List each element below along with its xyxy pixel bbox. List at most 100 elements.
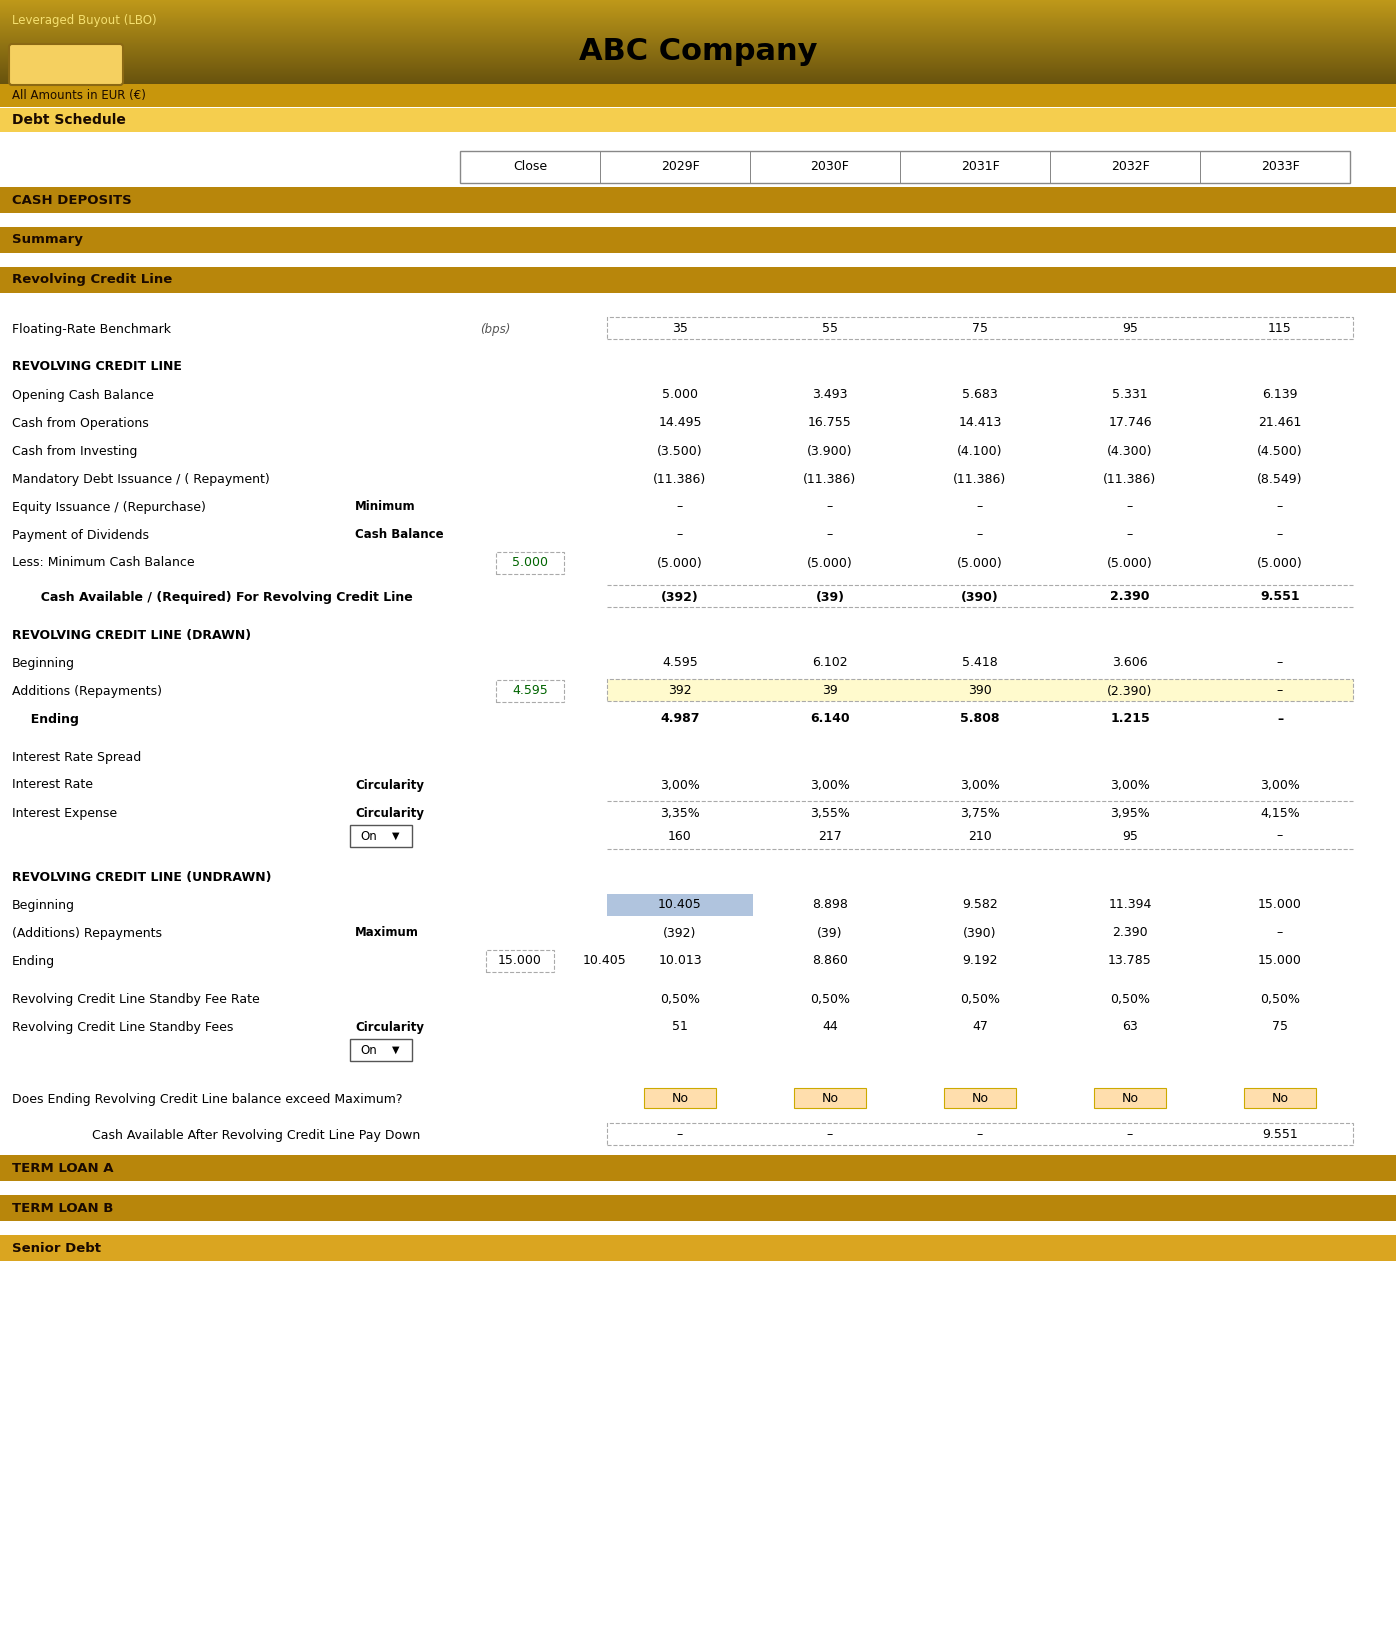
- Text: 3,95%: 3,95%: [1110, 806, 1150, 819]
- Text: 9.192: 9.192: [962, 955, 998, 968]
- Bar: [944, 1088, 1016, 1108]
- Text: 8.860: 8.860: [812, 955, 847, 968]
- Text: Beginning: Beginning: [13, 899, 75, 911]
- Text: –: –: [826, 1129, 833, 1142]
- Text: 5.331: 5.331: [1113, 389, 1148, 402]
- Text: Interest Rate Spread: Interest Rate Spread: [13, 750, 141, 763]
- Text: No: No: [821, 1093, 839, 1106]
- Text: Circularity: Circularity: [355, 806, 424, 819]
- Bar: [0, 84, 1396, 107]
- Text: Cash from Investing: Cash from Investing: [13, 445, 137, 458]
- Text: 47: 47: [972, 1021, 988, 1034]
- Bar: [0, 1236, 1396, 1260]
- Text: ABC Company: ABC Company: [579, 38, 817, 67]
- Bar: [496, 551, 564, 574]
- Text: Interest Expense: Interest Expense: [13, 806, 117, 819]
- Text: Additions (Repayments): Additions (Repayments): [13, 684, 162, 697]
- Text: –: –: [1127, 1129, 1134, 1142]
- Text: CASH DEPOSITS: CASH DEPOSITS: [13, 194, 131, 207]
- Text: 5.000: 5.000: [662, 389, 698, 402]
- Text: Equity Issuance / (Repurchase): Equity Issuance / (Repurchase): [13, 501, 205, 514]
- Text: (5.000): (5.000): [658, 556, 702, 569]
- Bar: [607, 317, 1353, 340]
- Text: 95: 95: [1122, 829, 1138, 842]
- Bar: [1244, 1088, 1316, 1108]
- Text: Senior Debt: Senior Debt: [13, 1242, 101, 1254]
- Text: Maximum: Maximum: [355, 927, 419, 940]
- Text: 0,50%: 0,50%: [660, 993, 699, 1006]
- Text: Leveraged Buyout (LBO): Leveraged Buyout (LBO): [13, 15, 156, 26]
- Text: 75: 75: [1272, 1021, 1289, 1034]
- Text: (5.000): (5.000): [1107, 556, 1153, 569]
- Text: (3.500): (3.500): [658, 445, 702, 458]
- Text: Floating-Rate Benchmark: Floating-Rate Benchmark: [13, 323, 170, 335]
- Text: 17.746: 17.746: [1108, 417, 1152, 430]
- Text: –: –: [1277, 927, 1283, 940]
- Text: (2.390): (2.390): [1107, 684, 1153, 697]
- Text: 5.418: 5.418: [962, 656, 998, 670]
- Text: 75: 75: [972, 323, 988, 335]
- Text: 217: 217: [818, 829, 842, 842]
- Text: (39): (39): [817, 927, 843, 940]
- Text: 2.390: 2.390: [1110, 591, 1150, 604]
- Text: (4.500): (4.500): [1258, 445, 1302, 458]
- Bar: [0, 267, 1396, 294]
- Text: –: –: [826, 528, 833, 542]
- Text: –: –: [677, 528, 683, 542]
- Text: 3,00%: 3,00%: [960, 778, 1000, 791]
- Text: 9.551: 9.551: [1262, 1129, 1298, 1142]
- Text: 115: 115: [1268, 323, 1291, 335]
- Text: –: –: [977, 528, 983, 542]
- Text: REVOLVING CREDIT LINE (DRAWN): REVOLVING CREDIT LINE (DRAWN): [13, 629, 251, 642]
- Bar: [794, 1088, 866, 1108]
- Text: No: No: [1121, 1093, 1139, 1106]
- Text: –: –: [1277, 528, 1283, 542]
- Bar: [350, 1039, 412, 1062]
- Text: No: No: [671, 1093, 688, 1106]
- Text: 4.987: 4.987: [660, 712, 699, 725]
- Text: 2032F: 2032F: [1111, 161, 1149, 174]
- Text: 0,50%: 0,50%: [960, 993, 1000, 1006]
- Bar: [0, 108, 1396, 131]
- Text: –: –: [977, 1129, 983, 1142]
- Text: 3,75%: 3,75%: [960, 806, 1000, 819]
- Text: 160: 160: [669, 829, 692, 842]
- Text: 9.582: 9.582: [962, 899, 998, 911]
- Text: 392: 392: [669, 684, 692, 697]
- Text: 4.595: 4.595: [662, 656, 698, 670]
- Text: 39: 39: [822, 684, 838, 697]
- Text: 44: 44: [822, 1021, 838, 1034]
- Text: Cash Available After Revolving Credit Line Pay Down: Cash Available After Revolving Credit Li…: [92, 1129, 420, 1142]
- Text: Less: Minimum Cash Balance: Less: Minimum Cash Balance: [13, 556, 194, 569]
- Text: Payment of Dividends: Payment of Dividends: [13, 528, 149, 542]
- Text: 15.000: 15.000: [498, 955, 542, 968]
- Text: Beginning: Beginning: [13, 656, 75, 670]
- Text: (11.386): (11.386): [953, 473, 1007, 486]
- Text: 15.000: 15.000: [1258, 955, 1302, 968]
- Text: 3,00%: 3,00%: [810, 778, 850, 791]
- Text: 10.013: 10.013: [658, 955, 702, 968]
- Text: –: –: [977, 501, 983, 514]
- Text: 10.405: 10.405: [658, 899, 702, 911]
- Bar: [461, 151, 1350, 184]
- Text: Minimum: Minimum: [355, 501, 416, 514]
- Bar: [607, 679, 1353, 701]
- Bar: [496, 679, 564, 702]
- Text: (5.000): (5.000): [1258, 556, 1302, 569]
- Text: 5.808: 5.808: [960, 712, 1000, 725]
- Text: (5.000): (5.000): [958, 556, 1002, 569]
- Text: Debt Schedule: Debt Schedule: [13, 113, 126, 126]
- Text: 55: 55: [822, 323, 838, 335]
- Text: 6.140: 6.140: [810, 712, 850, 725]
- Bar: [0, 1195, 1396, 1221]
- Text: On: On: [360, 829, 377, 842]
- Text: (392): (392): [663, 927, 697, 940]
- Text: 2031F: 2031F: [960, 161, 1000, 174]
- Text: –: –: [1127, 501, 1134, 514]
- Text: TERM LOAN B: TERM LOAN B: [13, 1201, 113, 1214]
- Text: Close: Close: [512, 161, 547, 174]
- Text: (11.386): (11.386): [653, 473, 706, 486]
- Text: No: No: [1272, 1093, 1289, 1106]
- Text: (392): (392): [662, 591, 699, 604]
- Text: –: –: [1277, 656, 1283, 670]
